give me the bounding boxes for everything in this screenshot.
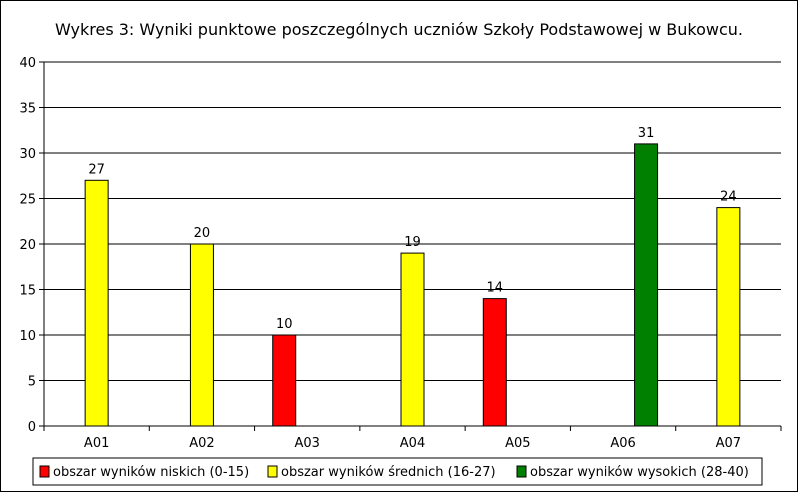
- y-tick-label: 40: [19, 56, 36, 71]
- data-label: 20: [194, 226, 211, 241]
- bar-a04: [400, 252, 425, 427]
- y-tick-label: 10: [19, 329, 36, 344]
- legend-swatch: [39, 465, 50, 478]
- bar-a07: [716, 207, 741, 427]
- y-tick-label: 15: [19, 284, 36, 299]
- y-tick-label: 20: [19, 238, 36, 253]
- y-tick-label: 0: [28, 420, 36, 435]
- data-label: 24: [720, 190, 737, 205]
- x-tick-label: A03: [294, 436, 319, 451]
- data-label: 27: [88, 162, 105, 177]
- legend-label: obszar wyników wysokich (28-40): [530, 465, 749, 480]
- data-label: 14: [487, 281, 504, 296]
- bar-a02: [189, 243, 214, 427]
- y-tick-label: 35: [19, 102, 36, 117]
- data-label: 10: [276, 317, 293, 332]
- legend-label: obszar wyników średnich (16-27): [281, 465, 496, 480]
- legend-swatch: [267, 465, 278, 478]
- x-tick-label: A06: [610, 436, 635, 451]
- bar-a06: [634, 143, 659, 427]
- bar-a03: [272, 334, 297, 427]
- legend-label: obszar wyników niskich (0-15): [53, 465, 249, 480]
- chart-title: Wykres 3: Wyniki punktowe poszczególnych…: [55, 20, 743, 39]
- x-tick-label: A05: [505, 436, 530, 451]
- x-tick-label: A04: [400, 436, 425, 451]
- legend-box: [32, 457, 763, 486]
- data-label: 19: [404, 235, 421, 250]
- plot-area: 0 5 10 15 20 25 30 35 40 A01 A02 A03 A04 A05 A06 A07 10 1…: [19, 56, 782, 451]
- y-tick-label: 25: [19, 193, 36, 208]
- bar-a01: [84, 179, 109, 427]
- y-tick-label: 30: [19, 147, 36, 162]
- data-label: 31: [638, 126, 655, 141]
- x-tick-label: A01: [84, 436, 109, 451]
- x-tick-label: A07: [716, 436, 741, 451]
- legend: obszar wyników niskich (0-15) obszar wyni…: [32, 457, 763, 486]
- x-tick-label: A02: [189, 436, 214, 451]
- y-tick-label: 5: [28, 375, 36, 390]
- bar-a05: [482, 298, 507, 427]
- legend-swatch: [516, 465, 527, 478]
